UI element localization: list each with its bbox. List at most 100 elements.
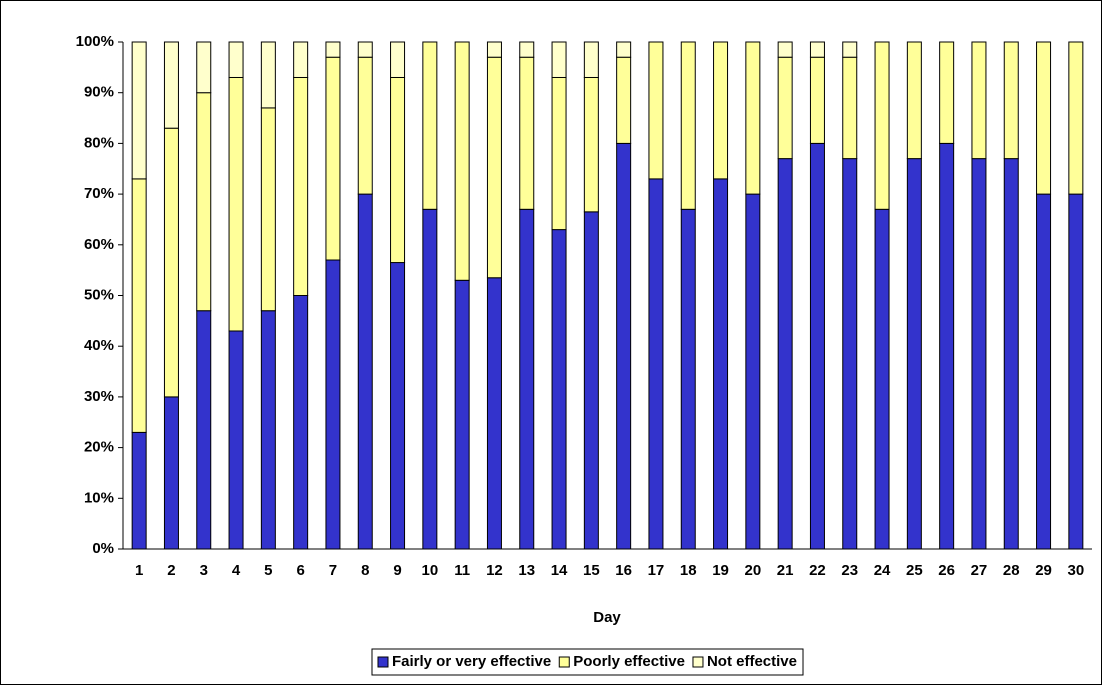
x-tick-label: 15 <box>583 562 600 579</box>
x-tick-label: 23 <box>841 562 858 579</box>
bar-segment <box>551 229 567 550</box>
bar-segment <box>131 178 147 433</box>
legend-box <box>371 648 804 676</box>
bar-segment <box>842 41 858 58</box>
bar-segment <box>745 41 761 195</box>
y-tick-label: 10% <box>84 489 114 506</box>
x-tick-label: 7 <box>329 562 337 579</box>
bar-segment <box>390 41 406 78</box>
bar-segment <box>390 262 406 550</box>
bar-segment <box>196 41 212 94</box>
y-tick-label: 0% <box>92 540 114 557</box>
legend-swatch <box>377 656 389 668</box>
bar-segment <box>1003 158 1019 550</box>
bar-segment <box>293 76 309 296</box>
x-tick-label: 30 <box>1068 562 1085 579</box>
bar-segment <box>809 41 825 58</box>
x-tick-label: 4 <box>232 562 241 579</box>
x-tick-label: 29 <box>1035 562 1052 579</box>
bar-segment <box>260 107 276 312</box>
bar-segment <box>486 277 502 550</box>
x-tick-label: 19 <box>712 562 729 579</box>
y-tick-label: 100% <box>76 33 114 50</box>
x-tick-label: 26 <box>938 562 955 579</box>
bar-segment <box>583 211 599 550</box>
x-tick-label: 17 <box>648 562 665 579</box>
bar-segment <box>777 41 793 58</box>
bar-segment <box>1036 41 1052 195</box>
bar-segment <box>648 178 664 550</box>
bar-segment <box>486 56 502 279</box>
bar-segment <box>583 41 599 78</box>
bar-segment <box>939 142 955 550</box>
bar-segment <box>486 41 502 58</box>
y-tick-label: 40% <box>84 337 114 354</box>
x-tick-label: 10 <box>422 562 439 579</box>
bar-segment <box>1068 193 1084 550</box>
bar-segment <box>325 41 341 58</box>
bar-segment <box>357 41 373 58</box>
bar-segment <box>939 41 955 144</box>
bar-segment <box>842 158 858 550</box>
x-tick-label: 24 <box>874 562 891 579</box>
x-tick-label: 6 <box>296 562 304 579</box>
bar-segment <box>196 310 212 550</box>
bar-segment <box>131 431 147 550</box>
bar-segment <box>809 142 825 550</box>
x-tick-label: 21 <box>777 562 794 579</box>
x-tick-label: 25 <box>906 562 923 579</box>
bar-segment <box>293 295 309 550</box>
y-tick-label: 30% <box>84 388 114 405</box>
bar-segment <box>260 310 276 550</box>
bar-segment <box>228 76 244 332</box>
bar-segment <box>616 142 632 550</box>
bar-segment <box>874 41 890 210</box>
bar-segment <box>228 330 244 550</box>
bar-segment <box>777 158 793 550</box>
bar-segment <box>745 193 761 550</box>
bar-segment <box>551 41 567 78</box>
bar-segment <box>874 208 890 550</box>
bar-segment <box>842 56 858 160</box>
bar-segment <box>260 41 276 109</box>
x-tick-label: 1 <box>135 562 143 579</box>
x-axis-label: Day <box>593 609 621 626</box>
bar-segment <box>1036 193 1052 550</box>
x-tick-label: 20 <box>745 562 762 579</box>
bar-segment <box>325 259 341 550</box>
x-tick-label: 3 <box>200 562 208 579</box>
y-tick-label: 20% <box>84 439 114 456</box>
bar-segment <box>906 41 922 160</box>
bar-segment <box>616 41 632 58</box>
bar-segment <box>519 208 535 550</box>
bar-segment <box>163 41 179 129</box>
x-tick-label: 27 <box>971 562 988 579</box>
x-tick-label: 22 <box>809 562 826 579</box>
bar-segment <box>293 41 309 78</box>
x-tick-label: 14 <box>551 562 568 579</box>
legend-swatch <box>692 656 704 668</box>
bar-segment <box>325 56 341 261</box>
bar-segment <box>583 76 599 213</box>
bar-segment <box>551 76 567 231</box>
legend-label: Fairly or very effective <box>392 653 551 670</box>
bar-segment <box>1003 41 1019 160</box>
bar-segment <box>519 41 535 58</box>
bar-segment <box>680 41 696 210</box>
bar-segment <box>390 76 406 264</box>
bar-segment <box>163 396 179 550</box>
y-tick-label: 80% <box>84 134 114 151</box>
bar-segment <box>454 279 470 550</box>
bar-segment <box>163 127 179 398</box>
bar-segment <box>616 56 632 144</box>
bar-segment <box>454 41 470 281</box>
bar-segment <box>809 56 825 144</box>
legend-swatch <box>558 656 570 668</box>
x-tick-label: 18 <box>680 562 697 579</box>
bar-segment <box>422 208 438 550</box>
bar-segment <box>906 158 922 550</box>
y-tick-label: 50% <box>84 286 114 303</box>
x-tick-label: 13 <box>518 562 535 579</box>
bar-segment <box>422 41 438 210</box>
